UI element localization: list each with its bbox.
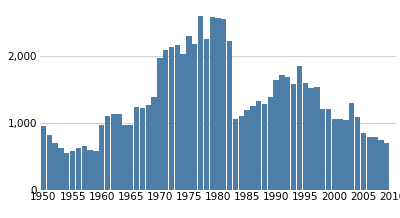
Bar [384,143,389,190]
Bar [122,125,128,190]
Bar [52,143,58,190]
Bar [326,109,331,190]
Bar [146,105,151,190]
Bar [76,148,81,190]
Bar [163,50,168,190]
Bar [157,58,162,190]
Bar [250,106,256,190]
Bar [87,150,93,190]
Bar [332,119,337,190]
Bar [169,47,174,190]
Bar [349,103,354,190]
Bar [111,114,116,190]
Bar [378,140,384,190]
Bar [198,15,203,190]
Bar [41,126,46,190]
Bar [192,44,198,190]
Bar [186,36,192,190]
Bar [268,97,273,190]
Bar [151,97,157,190]
Bar [366,137,372,190]
Bar [227,41,232,190]
Bar [64,153,70,190]
Bar [134,107,139,190]
Bar [361,133,366,190]
Bar [338,119,343,190]
Bar [302,83,308,190]
Bar [355,117,360,190]
Bar [128,125,134,190]
Bar [308,88,314,190]
Bar [99,125,104,190]
Bar [256,101,261,190]
Bar [320,109,325,190]
Bar [279,75,285,190]
Bar [180,54,186,190]
Bar [210,17,215,190]
Bar [70,151,75,190]
Bar [93,151,98,190]
Bar [291,84,296,190]
Bar [233,119,238,190]
Bar [297,66,302,190]
Bar [274,80,279,190]
Bar [262,104,267,190]
Bar [105,116,110,190]
Bar [215,18,221,190]
Bar [140,108,145,190]
Bar [204,39,209,190]
Bar [285,77,290,190]
Bar [82,146,87,190]
Bar [47,135,52,190]
Bar [238,116,244,190]
Bar [58,148,64,190]
Bar [175,45,180,190]
Bar [244,110,250,190]
Bar [314,87,320,190]
Bar [343,120,349,190]
Bar [221,19,226,190]
Bar [372,137,378,190]
Bar [116,114,122,190]
